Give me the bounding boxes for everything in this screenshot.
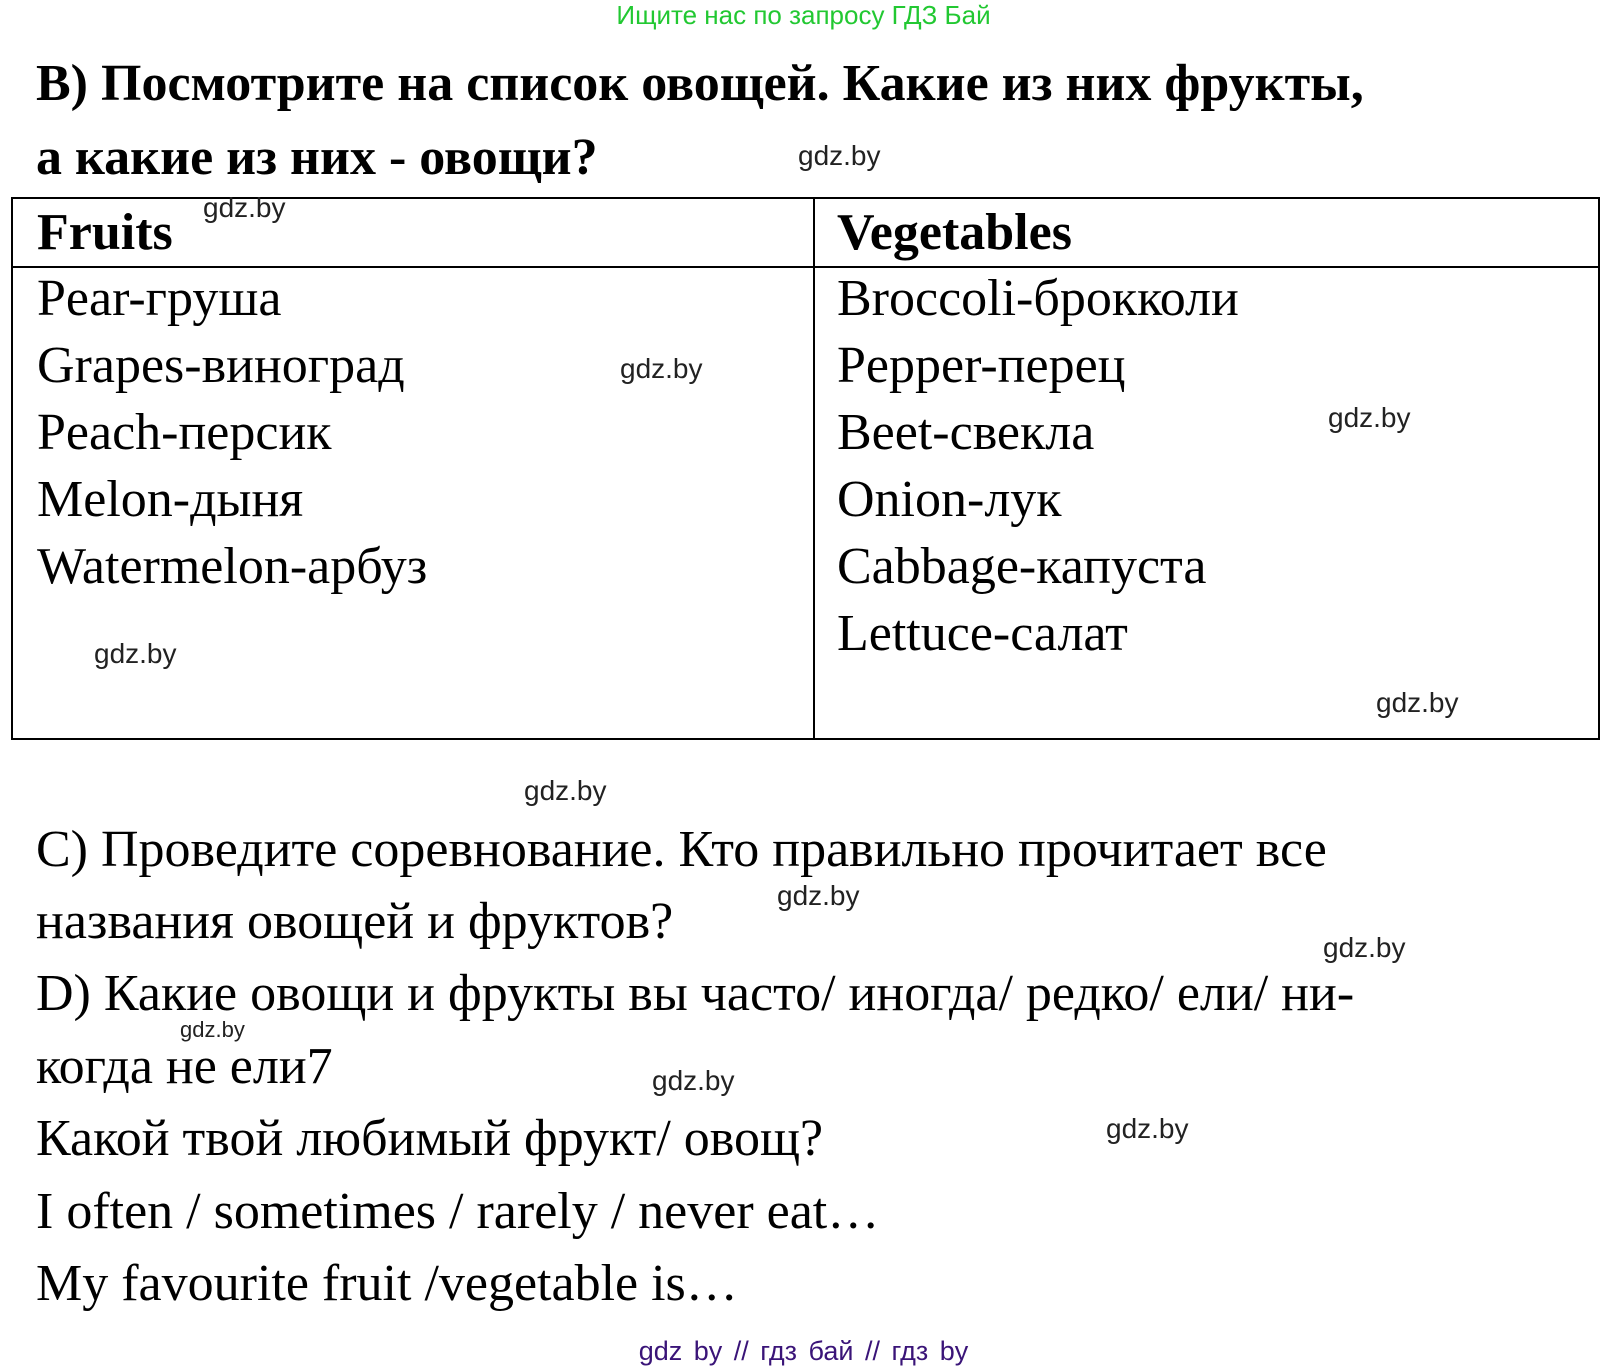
watermark: gdz.by [798, 140, 881, 171]
watermark: gdz.by [620, 353, 703, 384]
task-d-line5: My favourite fruit /vegetable is… [36, 1255, 738, 1312]
vegetable-item: Broccoli-брокколи [837, 270, 1239, 327]
header-banner: Ищите нас по запросу ГДЗ Бай [616, 0, 991, 30]
watermark: gdz.by [652, 1065, 735, 1096]
vegetable-item: Onion-лук [837, 471, 1062, 528]
vegetable-item: Beet-свекла [837, 404, 1095, 461]
watermark: gdz.by [94, 638, 177, 669]
fruit-item: Grapes-виноград [37, 337, 405, 394]
task-d-line3: Какой твой любимый фрукт/ овощ? [36, 1110, 824, 1167]
watermark: gdz.by [524, 775, 607, 806]
watermark: gdz.by [1323, 932, 1406, 963]
watermark: gdz.by [203, 192, 286, 223]
vegetable-item: Cabbage-капуста [837, 538, 1207, 595]
fruit-item: Peach-персик [37, 404, 332, 461]
fruit-item: Pear-груша [37, 270, 282, 327]
task-c-line2: названия овощей и фруктов? [36, 893, 674, 950]
watermark: gdz.by [777, 880, 860, 911]
watermark: gdz.by [180, 1017, 245, 1042]
header-divider [13, 266, 1598, 268]
watermark: gdz.by [1106, 1113, 1189, 1144]
watermark: gdz.by [1328, 402, 1411, 433]
header-vegetables: Vegetables [837, 204, 1072, 261]
task-d-line4: I often / sometimes / rarely / never eat… [36, 1183, 880, 1240]
task-b-line2: а какие из них - овощи? [36, 129, 598, 186]
task-c-line1: C) Проведите соревнование. Кто правильно… [36, 821, 1327, 878]
watermark: gdz.by [1376, 687, 1459, 718]
task-d-line2: когда не ели7 [36, 1038, 333, 1095]
task-b-line1: B) Посмотрите на список овощей. Какие из… [36, 55, 1364, 112]
fruit-item: Melon-дыня [37, 471, 304, 528]
footer-links: gdz by // гдз бай // гдз by [638, 1336, 969, 1366]
vegetable-item: Lettuce-салат [837, 605, 1128, 662]
column-divider [813, 199, 815, 738]
task-d-line1: D) Какие овощи и фрукты вы часто/ иногда… [36, 965, 1355, 1022]
fruit-item: Watermelon-арбуз [37, 538, 428, 595]
vegetable-item: Pepper-перец [837, 337, 1126, 394]
header-fruits: Fruits [37, 204, 173, 261]
fruits-vegetables-table: Fruits Vegetables Pear-груша Grapes-вино… [11, 197, 1600, 740]
